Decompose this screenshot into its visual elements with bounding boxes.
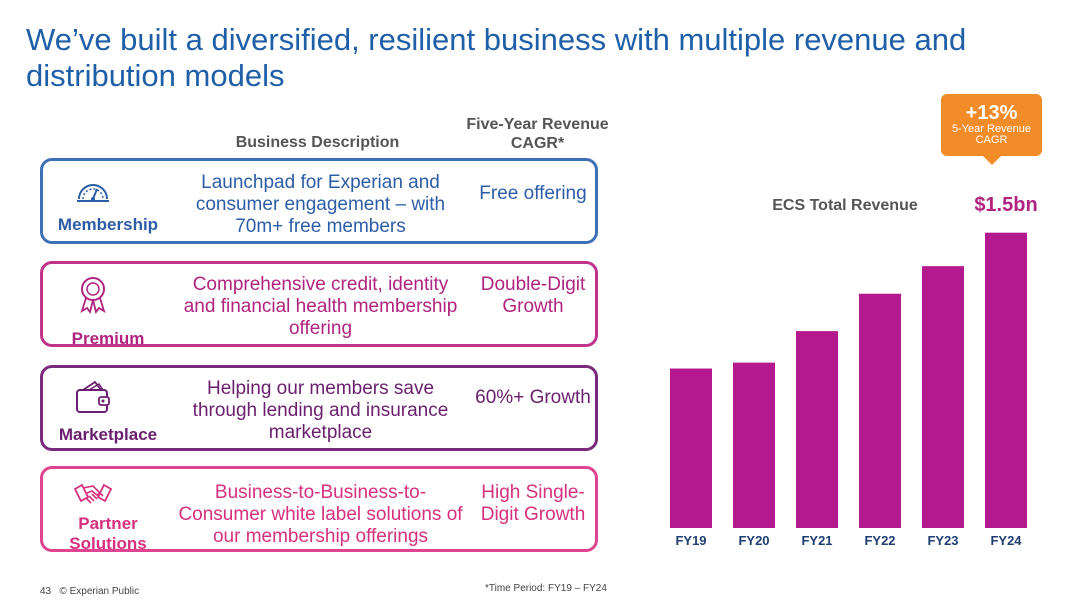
segment-card-membership: Membership Launchpad for Experian and co… (40, 158, 598, 244)
segment-description: Helping our members save through lending… (192, 378, 449, 443)
bar-fy20 (733, 362, 775, 528)
gauge-icon (77, 184, 109, 202)
badge-caption: 5-Year Revenue CAGR (951, 123, 1032, 146)
award-ribbon-icon (80, 277, 106, 314)
page-number: 43 (40, 586, 52, 597)
x-tick-label: FY21 (801, 533, 832, 548)
segment-card-partner-solutions: Partner Solutions Business-to-Business-t… (40, 466, 598, 553)
x-tick-label: FY24 (990, 533, 1022, 548)
x-tick-label: FY20 (738, 533, 769, 548)
segment-label: Membership (57, 215, 159, 234)
segment-cagr: Double-Digit Growth (480, 274, 586, 317)
segment-card-premium: Premium Comprehensive credit, identity a… (40, 261, 598, 348)
header-cagr: Five-Year Revenue CAGR* (466, 116, 609, 152)
segment-cagr: 60%+ Growth (475, 387, 591, 408)
segment-cagr: High Single-Digit Growth (480, 482, 586, 525)
segment-label: Premium (71, 329, 145, 348)
revenue-bar-chart: FY19 FY20 FY21 FY22 FY23 FY24 (670, 232, 1027, 548)
chart-latest-value: $1.5bn (974, 194, 1038, 216)
page-title: We’ve built a diversified, resilient bus… (26, 22, 967, 93)
cagr-badge: +13% 5-Year Revenue CAGR (941, 94, 1042, 165)
handshake-icon (73, 483, 113, 504)
footer-left: 43 © Experian Public (40, 586, 139, 597)
segment-label: Partner Solutions (69, 514, 147, 553)
bar-fy23 (922, 266, 964, 528)
segment-cagr: Free offering (479, 183, 587, 204)
chart-title: ECS Total Revenue (772, 197, 918, 214)
footnote: *Time Period: FY19 – FY24 (485, 583, 607, 594)
header-business-description: Business Description (235, 134, 400, 151)
x-tick-label: FY23 (927, 533, 958, 548)
segment-description: Comprehensive credit, identity and finan… (183, 274, 458, 339)
badge-pointer (983, 156, 1001, 165)
segment-card-marketplace: Marketplace Helping our members save thr… (40, 365, 598, 451)
bar-fy24 (985, 232, 1027, 528)
bar-fy22 (859, 293, 901, 528)
wallet-icon (76, 380, 110, 413)
x-tick-label: FY19 (675, 533, 706, 548)
segment-description: Business-to-Business-to-Consumer white l… (178, 482, 463, 547)
bar-fy21 (796, 331, 838, 528)
x-tick-label: FY22 (864, 533, 895, 548)
segment-description: Launchpad for Experian and consumer enga… (195, 172, 446, 237)
badge-value: +13% (965, 102, 1018, 124)
segment-label: Marketplace (58, 425, 158, 444)
classification-label: © Experian Public (59, 586, 140, 597)
bar-fy19 (670, 368, 712, 528)
